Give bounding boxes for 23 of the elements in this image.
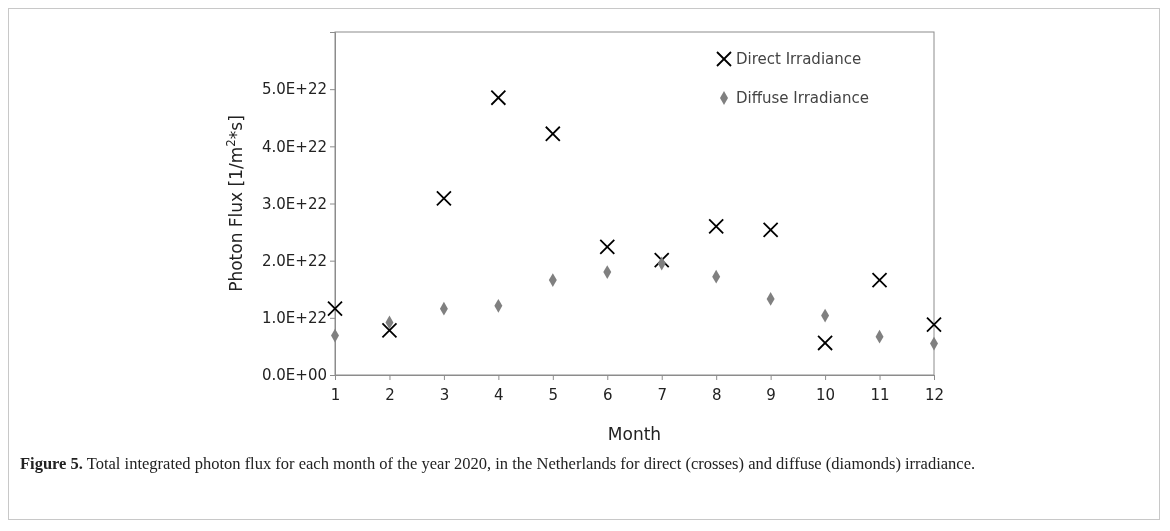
- y-tick-label: 3.0E+22: [262, 194, 327, 213]
- y-tick-label: 0.0E+00: [262, 366, 327, 385]
- x-tick-label: 1: [330, 385, 341, 404]
- x-tick-label: 12: [924, 385, 945, 404]
- x-tick-label: 4: [494, 385, 504, 404]
- caption: Figure 5.: [20, 454, 83, 473]
- text: Total integrated photon flux for each month of the year 2020, in the Netherlands for direct (crosses) and diffuse (diamonds) irradiance.: [85, 454, 976, 473]
- x-tick-label: 7: [657, 385, 667, 404]
- legend-label: Diffuse Irradiance: [736, 89, 869, 108]
- legend-label: Direct Irradiance: [736, 50, 862, 69]
- x-axis-title: Month: [607, 424, 662, 444]
- x-tick-label: 10: [816, 385, 836, 404]
- x-tick-label: 2: [385, 385, 395, 404]
- y-tick-label: 4.0E+22: [262, 137, 327, 156]
- x-tick-label: 11: [870, 385, 890, 404]
- x-tick-label: 6: [603, 385, 613, 404]
- y-tick-label: 5.0E+22: [262, 80, 327, 99]
- x-tick-label: 8: [711, 385, 722, 404]
- y-tick-label: 2.0E+22: [262, 251, 327, 270]
- y-tick-label: 1.0E+22: [262, 309, 327, 328]
- x-tick-label: 5: [548, 385, 559, 404]
- x-tick-label: 9: [766, 385, 776, 404]
- x-tick-label: 3: [439, 385, 450, 404]
